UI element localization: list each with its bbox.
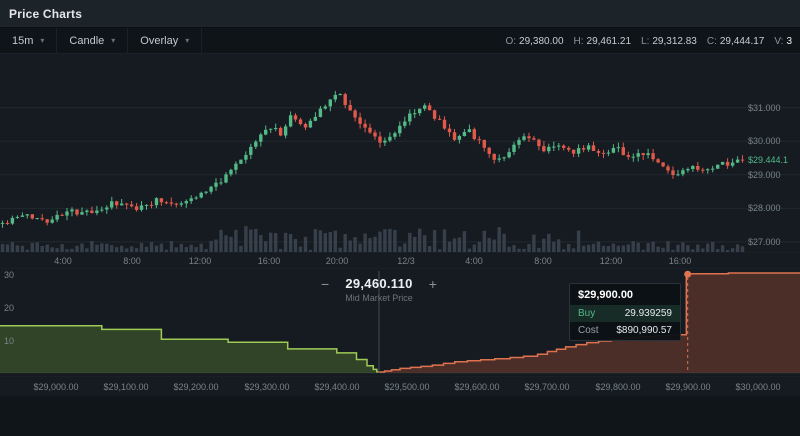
depth-chart[interactable]: 30 20 10 − 29,460.110 + Mid Market Price $… (0, 268, 800, 376)
time-axis-label: 4:00 (465, 256, 483, 266)
candlestick-plot[interactable] (0, 54, 800, 252)
panel-title: Price Charts (9, 6, 83, 21)
depth-x-axis-label: $29,500.00 (384, 382, 430, 392)
volume-bars (0, 226, 745, 252)
depth-x-axis-label: $29,900.00 (665, 382, 711, 392)
bid-depth-fill (0, 325, 379, 373)
panel-header: Price Charts (0, 0, 800, 28)
time-axis-label: 12:00 (188, 256, 212, 266)
mid-market-row: − 29,460.110 + (319, 276, 439, 291)
timeframe-value: 15m (12, 34, 34, 47)
candlestick-chart[interactable]: $31.000 $30.000 $29.000 $28.000 $27.000 $29.4… (0, 54, 800, 252)
high-value: 29,461.21 (586, 35, 632, 47)
ohlcv-readout: O: 29,380.00 H: 29,461.21 L: 29,312.83 C: 29… (495, 28, 792, 54)
depth-x-axis-label: $29,000.00 (33, 382, 79, 392)
open-label: O: (505, 35, 517, 47)
chevron-down-icon: ▾ (111, 35, 116, 45)
high-label: H: (573, 35, 584, 47)
depth-x-axis-label: $29,800.00 (595, 382, 641, 392)
tooltip-cost-label: Cost (578, 325, 599, 336)
chart-type-value: Candle (69, 34, 105, 47)
depth-plot[interactable] (0, 269, 800, 377)
tooltip-price: $29,900.00 (578, 289, 634, 301)
tooltip-cost-value: $890,990.57 (616, 325, 672, 336)
gridlines (0, 107, 800, 243)
low-value: 29,312.83 (652, 35, 697, 47)
time-axis-label: 12/3 (397, 256, 415, 266)
mid-market-decrease-button[interactable]: − (321, 275, 330, 292)
depth-x-axis-label: $29,100.00 (103, 382, 149, 392)
time-axis-label: 12:00 (599, 256, 623, 266)
close-value: 29,444.17 (719, 35, 765, 47)
depth-y-axis-label: 20 (4, 303, 15, 313)
time-axis-label: 4:00 (54, 256, 72, 266)
chevron-down-icon: ▾ (40, 35, 45, 45)
volume-value: 3 (786, 35, 792, 47)
depth-x-axis-label: $30,000.00 (735, 382, 781, 392)
time-axis-label: 16:00 (257, 256, 281, 266)
timeframe-dropdown[interactable]: 15m ▾ (0, 28, 58, 53)
mid-market-control: − 29,460.110 + Mid Market Price (319, 276, 439, 303)
depth-tooltip: $29,900.00 Buy 29.939259 Cost $890,990.5… (569, 283, 681, 341)
close-label: C: (706, 35, 717, 47)
depth-y-axis-label: 30 (4, 270, 15, 280)
depth-x-axis-label: $29,600.00 (454, 382, 500, 392)
chart-type-dropdown[interactable]: Candle ▾ (57, 28, 129, 53)
bid-depth-line (0, 325, 380, 373)
volume-label: V: (774, 35, 784, 47)
ask-depth-fill (378, 273, 800, 373)
depth-x-axis-label: $29,200.00 (173, 382, 219, 392)
mid-market-caption: Mid Market Price (345, 293, 413, 303)
time-axis-label: 16:00 (668, 256, 692, 266)
tooltip-buy-value: 29.939259 (624, 308, 672, 319)
depth-y-axis-label: 10 (4, 336, 15, 346)
open-value: 29,380.00 (519, 35, 564, 47)
low-label: L: (641, 35, 650, 47)
depth-x-axis-label: $29,700.00 (524, 382, 570, 392)
tooltip-buy-row: Buy 29.939259 (570, 305, 680, 322)
overlay-value: Overlay (140, 34, 179, 47)
tooltip-cost-row: Cost $890,990.57 (570, 322, 680, 339)
chevron-down-icon: ▾ (185, 35, 190, 45)
mid-market-price: 29,460.110 (345, 276, 413, 291)
time-axis-label: 20:00 (325, 256, 349, 266)
depth-x-axis-label: $29,400.00 (314, 382, 360, 392)
time-axis-label: 8:00 (123, 256, 141, 266)
depth-x-axis-label: $29,300.00 (244, 382, 290, 392)
candles (0, 90, 745, 228)
time-axis: 4:00 8:00 12:00 16:00 20:00 12/3 4:00 8:00 12:00… (0, 252, 800, 268)
depth-x-axis: $29,000.00 $29,100.00 $29,200.00 $29,300.00… (0, 376, 800, 396)
time-axis-label: 8:00 (534, 256, 552, 266)
overlay-dropdown[interactable]: Overlay ▾ (128, 28, 203, 53)
hover-point (684, 270, 692, 278)
panel-bottom-spacer (0, 396, 800, 436)
chart-toolbar: 15m ▾ Candle ▾ Overlay ▾ O: 29,380.00 H: 2… (0, 28, 800, 54)
mid-market-increase-button[interactable]: + (428, 275, 437, 292)
tooltip-buy-label: Buy (578, 308, 596, 319)
